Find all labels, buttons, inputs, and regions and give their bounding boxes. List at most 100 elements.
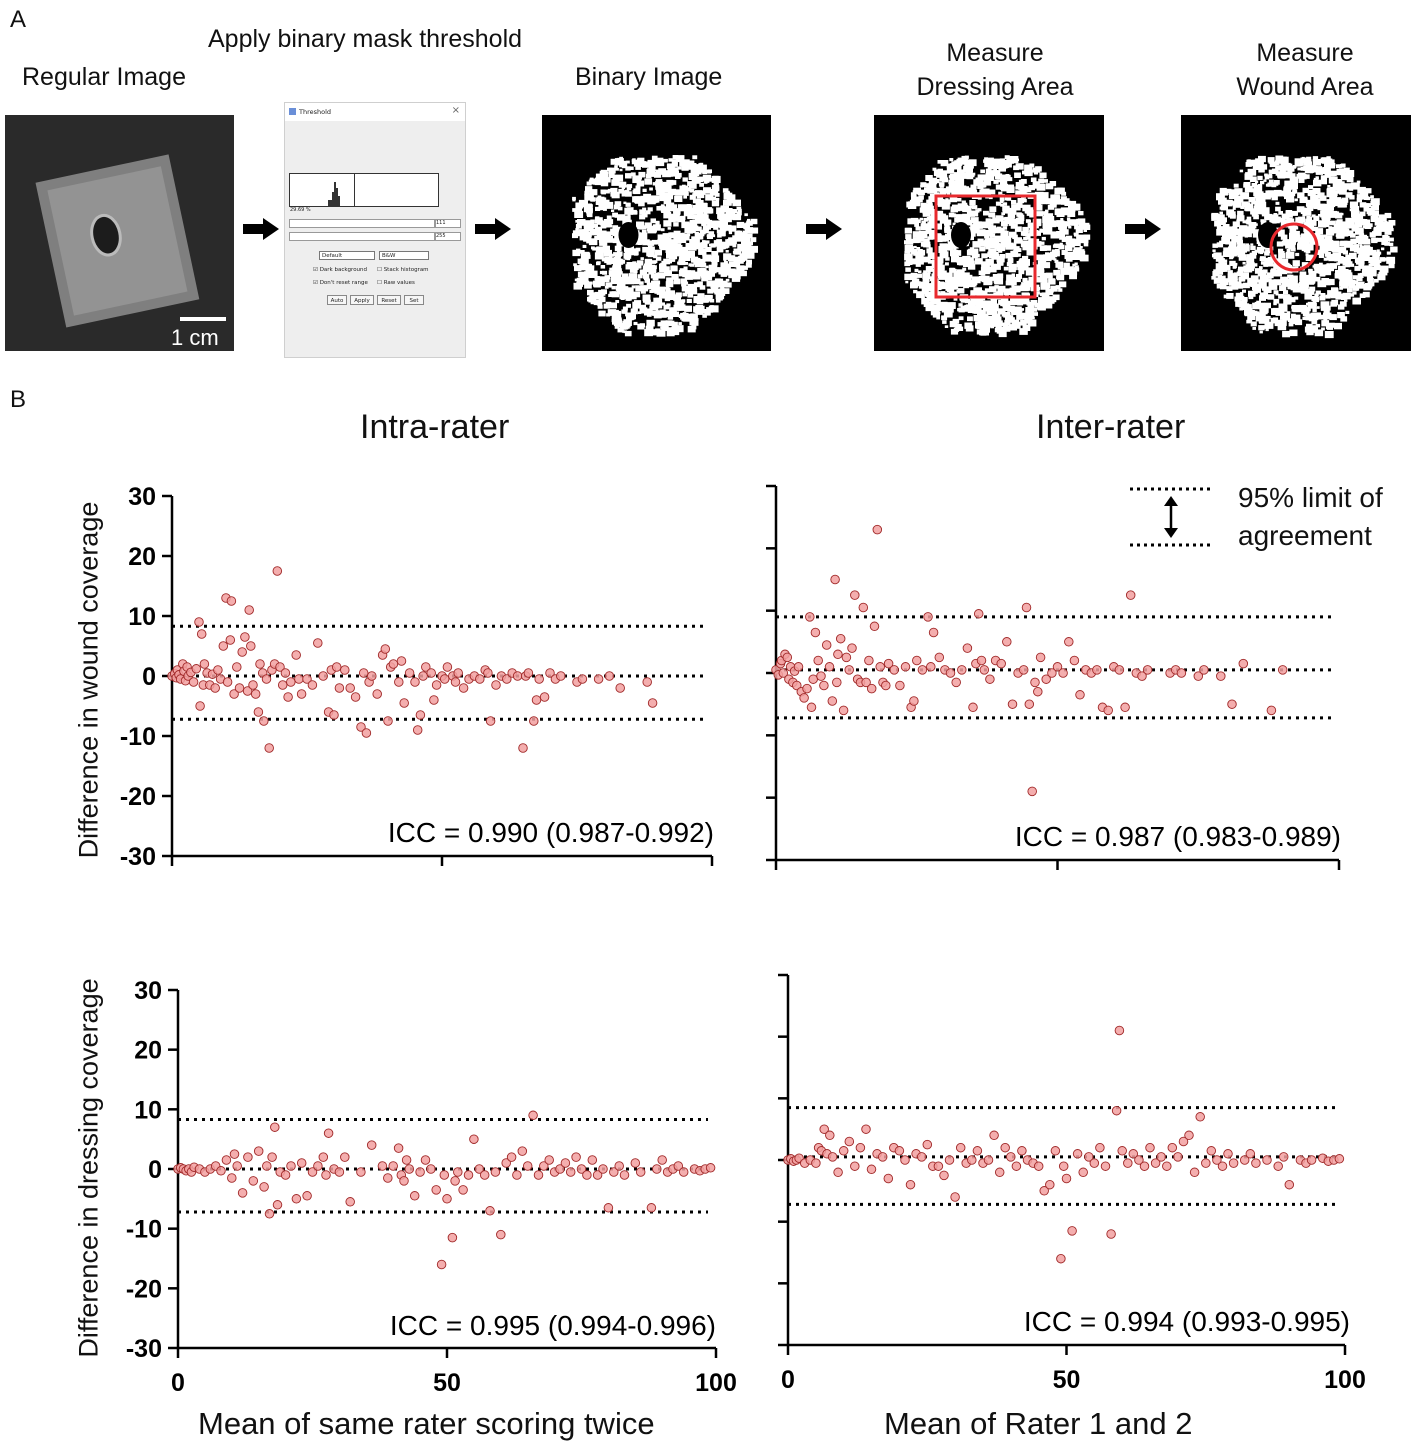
speckle <box>968 191 975 196</box>
speckle <box>1058 244 1065 250</box>
scale-bar-label: 1 cm <box>171 325 219 350</box>
data-point <box>850 1161 860 1171</box>
max-value-field[interactable]: 255 <box>435 232 461 241</box>
speckle <box>608 167 616 174</box>
dont-reset-range-checkbox[interactable]: ☑ Don't reset range <box>313 280 368 286</box>
speckle <box>1305 254 1314 261</box>
data-point <box>973 609 984 619</box>
speckle <box>689 225 697 231</box>
data-point <box>242 686 253 696</box>
speckle <box>663 207 671 213</box>
data-point <box>321 1170 331 1180</box>
speckle <box>1013 306 1022 314</box>
speckle <box>1341 221 1351 229</box>
speckle <box>638 171 646 178</box>
speckle <box>1266 316 1271 320</box>
speckle <box>654 298 663 306</box>
speckle <box>640 257 644 260</box>
data-point <box>439 674 450 684</box>
speckle <box>1064 266 1071 273</box>
speckle <box>977 196 982 200</box>
speckle <box>1304 306 1311 312</box>
speckle <box>709 243 713 247</box>
speckle <box>905 259 913 265</box>
min-value-field[interactable]: 111 <box>435 219 461 228</box>
raw-values-label: Raw values <box>383 280 415 286</box>
speckle <box>1289 318 1297 325</box>
data-point <box>180 676 191 686</box>
speckle <box>749 245 758 253</box>
data-point <box>996 658 1006 669</box>
data-point <box>785 662 796 672</box>
data-point <box>780 649 790 660</box>
data-point <box>356 1167 366 1177</box>
speckle <box>572 196 576 200</box>
data-point <box>861 1124 871 1134</box>
data-point <box>240 632 250 642</box>
raw-values-checkbox[interactable]: ☐ Raw values <box>377 280 415 286</box>
speckle <box>1066 217 1071 221</box>
set-button[interactable]: Set <box>404 295 424 305</box>
threshold-percent: 29.69 % <box>290 207 311 213</box>
min-slider[interactable] <box>289 219 435 228</box>
data-point <box>512 1170 522 1180</box>
speckle <box>667 227 671 230</box>
data-point <box>968 702 978 713</box>
data-point <box>463 1170 474 1180</box>
data-point <box>464 674 474 684</box>
speckle <box>1219 187 1227 194</box>
mode-select[interactable]: B&W <box>379 251 429 260</box>
method-select[interactable]: Default <box>319 251 375 260</box>
speckle <box>976 323 984 329</box>
speckle <box>695 226 702 232</box>
apply-button[interactable]: Apply <box>350 295 374 305</box>
speckle <box>637 311 642 314</box>
data-point <box>520 671 531 681</box>
speckle <box>737 270 741 274</box>
data-point <box>172 665 183 675</box>
speckle <box>1275 160 1279 164</box>
speckle <box>1072 263 1076 267</box>
speckle <box>693 242 703 250</box>
reset-button[interactable]: Reset <box>377 295 401 305</box>
speckle <box>1273 213 1278 216</box>
stack-histogram-checkbox[interactable]: ☐ Stack histogram <box>377 267 429 273</box>
ylabel-dressing: Difference in dressing coverage <box>73 978 104 1358</box>
speckle <box>916 258 924 265</box>
speckle <box>975 253 980 258</box>
speckle <box>1319 271 1326 277</box>
data-point <box>689 1164 700 1174</box>
speckle <box>983 300 991 306</box>
speckle <box>935 196 944 203</box>
auto-button[interactable]: Auto <box>327 295 347 305</box>
speckle <box>1318 314 1325 320</box>
speckle <box>1320 307 1326 311</box>
data-point <box>784 674 794 684</box>
speckle <box>993 167 997 171</box>
data-point <box>872 524 883 535</box>
speckle <box>574 265 582 272</box>
speckle <box>1326 239 1331 243</box>
data-point <box>1273 1161 1283 1171</box>
speckle <box>647 207 653 212</box>
data-point <box>900 1155 910 1165</box>
speckle <box>1377 273 1386 281</box>
dark-background-checkbox[interactable]: ☑ Dark background <box>313 267 368 273</box>
speckle <box>1240 272 1249 280</box>
speckle <box>941 292 950 299</box>
data-point <box>957 665 967 675</box>
speckle <box>1377 251 1382 255</box>
data-point <box>429 695 439 705</box>
data-point <box>909 696 919 706</box>
speckle <box>624 330 632 337</box>
max-slider[interactable] <box>289 232 435 241</box>
speckle <box>1055 285 1061 289</box>
close-icon[interactable]: × <box>451 105 460 116</box>
data-point <box>805 1155 816 1165</box>
data-point <box>237 647 247 657</box>
speckle <box>629 166 634 170</box>
speckle <box>741 271 747 275</box>
data-point <box>388 659 399 669</box>
speckle <box>716 197 720 201</box>
speckle <box>1386 251 1391 255</box>
